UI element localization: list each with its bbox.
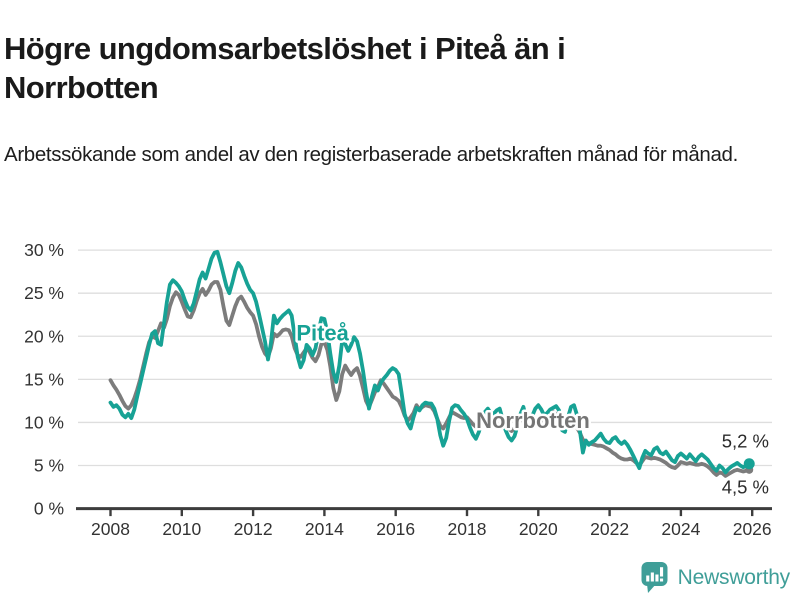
- chart-subtitle: Arbetssökande som andel av den registerb…: [4, 142, 738, 166]
- x-axis-label: 2016: [376, 519, 415, 539]
- brand-name: Newsworthy: [677, 565, 791, 589]
- end-value-label: 5,2 %: [722, 430, 769, 451]
- x-axis-label: 2014: [305, 519, 344, 539]
- x-axis-label: 2020: [519, 519, 558, 539]
- y-axis-label: 20 %: [24, 326, 64, 346]
- x-axis-label: 2012: [234, 519, 273, 539]
- series-label-pite: Piteå: [296, 320, 349, 345]
- page-title: Högre ungdomsarbetslöshet i Piteå än i N…: [4, 30, 566, 105]
- y-axis-label: 5 %: [34, 456, 64, 476]
- x-axis-label: 2026: [733, 519, 772, 539]
- pite-end-dot: [743, 458, 755, 470]
- end-value-label: 4,5 %: [722, 476, 769, 497]
- y-axis-label: 30 %: [24, 240, 64, 260]
- x-axis-label: 2010: [162, 519, 201, 539]
- x-axis-label: 2008: [91, 519, 130, 539]
- y-axis-label: 10 %: [24, 412, 64, 432]
- newsworthy-speech-bubble-chart-icon: [641, 562, 668, 593]
- x-axis-label: 2022: [590, 519, 629, 539]
- series-label-norrbotten: Norrbotten: [476, 408, 590, 433]
- x-axis-label: 2024: [661, 519, 700, 539]
- x-axis-label: 2018: [448, 519, 487, 539]
- y-axis-label: 15 %: [24, 369, 64, 389]
- y-axis-label: 0 %: [34, 499, 64, 519]
- pite-line: [108, 249, 752, 475]
- y-axis-label: 25 %: [24, 283, 64, 303]
- newsworthy-logo[interactable]: Newsworthy: [640, 561, 790, 594]
